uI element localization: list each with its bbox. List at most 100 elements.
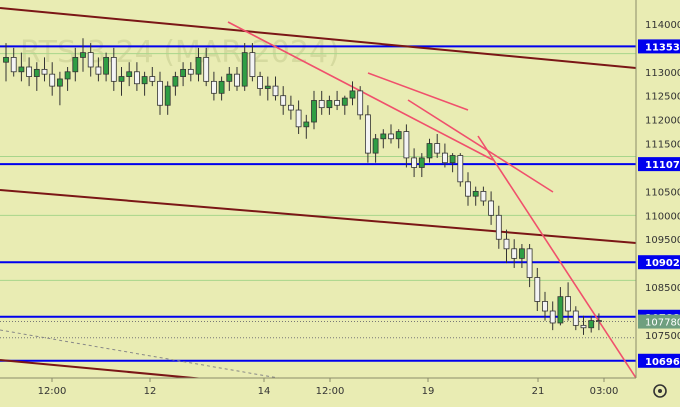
candle[interactable] (126, 62, 133, 87)
price-level-tag[interactable] (638, 39, 680, 54)
candle[interactable] (364, 105, 371, 163)
candle[interactable] (465, 172, 471, 206)
candle-body-up (57, 78, 63, 87)
candle[interactable] (449, 153, 456, 173)
candle[interactable] (72, 47, 79, 82)
trend-line[interactable] (477, 135, 637, 379)
candle[interactable] (326, 95, 333, 115)
candle[interactable] (80, 38, 86, 72)
candle[interactable] (557, 287, 564, 326)
trend-line[interactable] (367, 72, 469, 111)
candle[interactable] (33, 62, 40, 91)
gear-icon[interactable] (653, 384, 667, 398)
candle[interactable] (272, 76, 279, 101)
candle[interactable] (218, 76, 225, 101)
candle[interactable] (157, 71, 163, 115)
candle-body-down (234, 73, 240, 87)
candle[interactable] (519, 244, 525, 268)
price-level-tag[interactable] (638, 255, 680, 270)
candle[interactable] (41, 57, 48, 82)
candle[interactable] (26, 57, 33, 87)
candle-body-down (210, 80, 217, 94)
candle[interactable] (241, 43, 248, 91)
candle[interactable] (434, 133, 441, 158)
candle[interactable] (95, 57, 102, 82)
candle[interactable] (249, 43, 256, 82)
candle[interactable] (426, 138, 433, 163)
candle[interactable] (3, 43, 9, 82)
trend-line[interactable] (407, 99, 554, 193)
candle[interactable] (195, 47, 202, 82)
candle[interactable] (480, 186, 487, 206)
candle[interactable] (210, 71, 217, 101)
candle[interactable] (588, 315, 595, 333)
candle-body-up (418, 157, 425, 168)
candle[interactable] (349, 81, 356, 106)
candle[interactable] (472, 186, 479, 206)
candle[interactable] (441, 143, 448, 168)
candle[interactable] (203, 47, 210, 87)
candle[interactable] (403, 124, 410, 168)
candle[interactable] (511, 239, 518, 268)
candle[interactable] (380, 129, 387, 149)
candle[interactable] (334, 90, 341, 111)
candle[interactable] (64, 66, 71, 91)
candle[interactable] (388, 124, 394, 144)
candle[interactable] (141, 71, 148, 96)
candle-body-up (218, 80, 225, 94)
candle[interactable] (287, 95, 294, 120)
candle[interactable] (372, 133, 379, 163)
candle[interactable] (580, 315, 587, 335)
candle-body-down (549, 310, 556, 324)
candle[interactable] (341, 95, 348, 115)
candle[interactable] (565, 282, 571, 321)
candle[interactable] (457, 153, 464, 187)
candle[interactable] (49, 62, 56, 96)
candle[interactable] (549, 301, 556, 331)
candle[interactable] (264, 76, 271, 101)
candle[interactable] (542, 291, 548, 321)
candle[interactable] (357, 86, 364, 120)
candle[interactable] (226, 66, 233, 91)
candle[interactable] (18, 52, 25, 82)
candle[interactable] (257, 71, 264, 96)
price-level-tag[interactable] (638, 353, 680, 368)
candle[interactable] (411, 148, 418, 178)
candle[interactable] (596, 313, 602, 331)
price-level-tag[interactable] (638, 157, 680, 172)
candle[interactable] (295, 100, 302, 134)
channel-upper-line[interactable] (0, 7, 637, 69)
candle[interactable] (311, 90, 317, 130)
candle[interactable] (395, 129, 402, 149)
candle[interactable] (303, 114, 310, 139)
candle[interactable] (572, 306, 579, 331)
candle[interactable] (118, 66, 125, 96)
candle[interactable] (10, 47, 17, 77)
candle[interactable] (488, 191, 495, 225)
candle[interactable] (526, 244, 533, 288)
candle[interactable] (280, 86, 287, 115)
candle[interactable] (133, 62, 140, 91)
candle[interactable] (87, 43, 94, 77)
current-price-tag (638, 314, 680, 329)
candle[interactable] (234, 66, 240, 91)
candle[interactable] (180, 62, 187, 87)
candle[interactable] (503, 229, 510, 264)
candle[interactable] (164, 81, 171, 115)
settings-button[interactable] (653, 384, 667, 398)
channel-lower-line[interactable] (0, 189, 637, 244)
candle[interactable] (534, 267, 541, 312)
candle[interactable] (318, 90, 325, 115)
candle[interactable] (103, 52, 109, 82)
candle-body-down (272, 85, 279, 97)
channel-bottom-line[interactable] (0, 359, 216, 381)
candle[interactable] (187, 62, 194, 82)
candle[interactable] (110, 47, 117, 91)
candle[interactable] (418, 153, 425, 178)
candle[interactable] (149, 66, 156, 87)
candle[interactable] (57, 71, 63, 106)
candle[interactable] (495, 205, 502, 249)
candle[interactable] (172, 71, 179, 96)
